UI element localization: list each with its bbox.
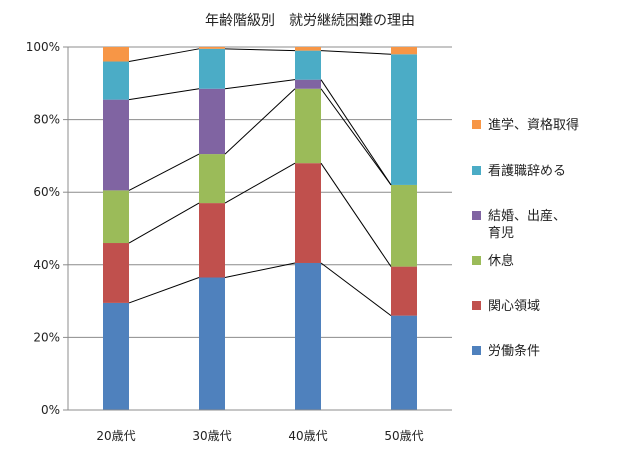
- series-connector-line: [320, 162, 392, 267]
- y-tick-label: 40%: [33, 258, 60, 272]
- y-axis-ticks: 0% 20% 40% 60% 80% 100%: [26, 40, 60, 417]
- bar-segment: [295, 47, 321, 51]
- gridlines: [63, 46, 452, 411]
- series-connector-line: [128, 153, 200, 191]
- bar-stacks: [103, 47, 417, 410]
- series-connector-line: [320, 262, 392, 317]
- series-connector-line: [128, 48, 200, 63]
- legend-label: 結婚、出産、育児: [488, 208, 566, 241]
- legend-label: 労働条件: [488, 343, 540, 359]
- bar-segment: [103, 302, 129, 410]
- y-tick-label: 80%: [33, 113, 60, 127]
- series-connector-line: [128, 202, 200, 244]
- x-category-label: 50歳代: [384, 429, 423, 443]
- bar-segment: [103, 99, 129, 191]
- legend-label: 関心領域: [488, 298, 540, 314]
- y-tick-label: 20%: [33, 330, 60, 344]
- bar-segment: [295, 262, 321, 410]
- series-connector-line: [320, 50, 392, 55]
- bar-segment: [199, 277, 225, 410]
- x-category-label: 30歳代: [192, 429, 231, 443]
- series-connector-line: [128, 88, 200, 101]
- legend-swatch: [472, 166, 481, 175]
- legend-swatch: [472, 256, 481, 265]
- bar-segment: [391, 315, 417, 410]
- series-connector-line: [128, 277, 200, 304]
- legend-swatch: [472, 211, 481, 220]
- bar-segment: [199, 203, 225, 278]
- bar-segment: [295, 50, 321, 80]
- bar-segment: [103, 61, 129, 100]
- series-connector-line: [224, 48, 296, 52]
- series-connector-line: [224, 88, 296, 155]
- y-tick-label: 60%: [33, 185, 60, 199]
- bar-segment: [103, 47, 129, 62]
- bar-segment: [295, 88, 321, 164]
- legend-label: 看護職辞める: [488, 163, 566, 179]
- bar-segment: [295, 163, 321, 263]
- y-tick-label: 100%: [26, 40, 60, 54]
- bar-segment: [103, 243, 129, 303]
- series-connector-line: [224, 79, 296, 90]
- series-connector-line: [224, 262, 296, 278]
- bar-segment: [199, 47, 225, 49]
- x-axis-categories: 20歳代 30歳代 40歳代 50歳代: [68, 409, 452, 443]
- bar-segment: [103, 190, 129, 244]
- bar-segment: [391, 54, 417, 185]
- bar-segment: [199, 88, 225, 155]
- x-category-label: 20歳代: [96, 429, 135, 443]
- bar-segment: [199, 48, 225, 89]
- x-category-label: 40歳代: [288, 429, 327, 443]
- series-connector-line: [320, 79, 392, 186]
- legend-swatch: [472, 301, 481, 310]
- y-tick-label: 0%: [41, 403, 60, 417]
- series-connector-line: [320, 88, 392, 186]
- chart-title: 年齢階級別 就労継続困難の理由: [205, 12, 415, 29]
- bar-segment: [391, 47, 417, 55]
- legend-label: 進学、資格取得: [488, 117, 579, 133]
- bar-segment: [391, 184, 417, 267]
- legend-label: 休息: [488, 253, 514, 269]
- bar-segment: [295, 79, 321, 89]
- legend-swatch: [472, 346, 481, 355]
- legend-swatch: [472, 120, 481, 129]
- bar-segment: [199, 154, 225, 204]
- series-connector-line: [224, 162, 296, 204]
- bar-segment: [391, 266, 417, 316]
- series-connector-lines: [128, 48, 392, 317]
